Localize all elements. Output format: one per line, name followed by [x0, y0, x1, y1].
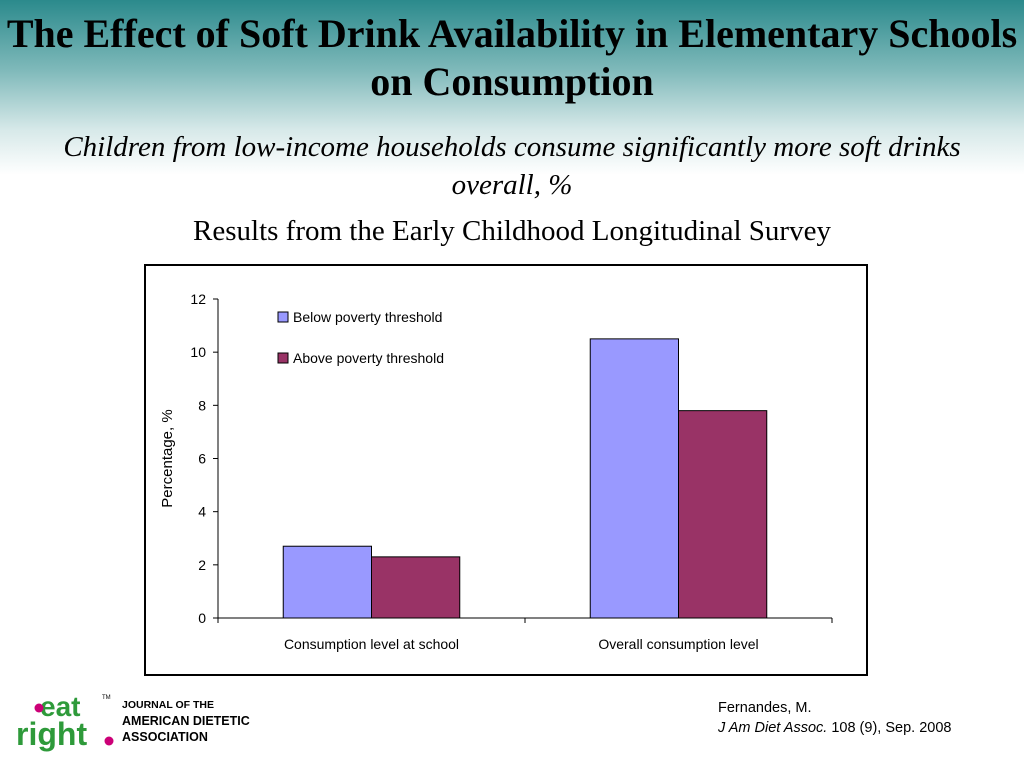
legend-label: Above poverty threshold [293, 350, 444, 366]
slide-title: The Effect of Soft Drink Availability in… [6, 11, 1018, 104]
logo-dot-bottom [104, 736, 114, 746]
citation-source: J Am Diet Assoc. 108 (9), Sep. 2008 [718, 718, 951, 738]
y-tick-label: 4 [198, 504, 206, 520]
journal-line-1: JOURNAL OF THE [122, 699, 214, 711]
logo-trademark: TM [102, 695, 111, 701]
citation-journal: J Am Diet Assoc. [718, 720, 828, 736]
journal-line-2: AMERICAN DIETETIC [122, 714, 250, 728]
chart-frame: 0 2 4 6 8 10 12 Percentage, % Consumption level … [144, 264, 868, 676]
bar [282, 545, 372, 619]
y-tick-label: 8 [198, 397, 206, 413]
slide-subtitle: Children from low-income households cons… [63, 131, 961, 201]
journal-name: JOURNAL OF THE AMERICAN DIETETIC ASSOCIA… [122, 697, 250, 745]
citation-details: 108 (9), Sep. 2008 [827, 720, 952, 736]
bar [678, 410, 768, 619]
logo-word-eat: eat [40, 691, 80, 722]
legend-label: Below poverty threshold [293, 309, 442, 325]
legend-swatch [277, 311, 289, 323]
bar-chart: 0 2 4 6 8 10 12 Percentage, % Consumption level … [159, 291, 833, 652]
x-category-label: Consumption level at school [284, 636, 459, 652]
y-tick-label: 6 [198, 451, 206, 467]
legend-swatch [277, 352, 289, 364]
logo-word-right: right [16, 716, 87, 752]
chart-caption: Results from the Early Childhood Longitu… [193, 215, 831, 247]
y-axis-title: Percentage, % [159, 409, 176, 507]
eatright-logo: eat right TM [16, 691, 114, 752]
logo-dot-top [34, 703, 44, 713]
x-category-label: Overall consumption level [598, 636, 758, 652]
citation: Fernandes, M. J Am Diet Assoc. 108 (9), … [718, 698, 951, 738]
bar [589, 338, 679, 619]
y-tick-label: 12 [190, 291, 206, 307]
y-tick-label: 2 [198, 557, 206, 573]
bar [371, 556, 461, 619]
y-tick-label: 10 [190, 344, 206, 360]
y-tick-label: 0 [198, 610, 206, 626]
citation-author: Fernandes, M. [718, 700, 812, 716]
journal-line-3: ASSOCIATION [122, 730, 208, 744]
